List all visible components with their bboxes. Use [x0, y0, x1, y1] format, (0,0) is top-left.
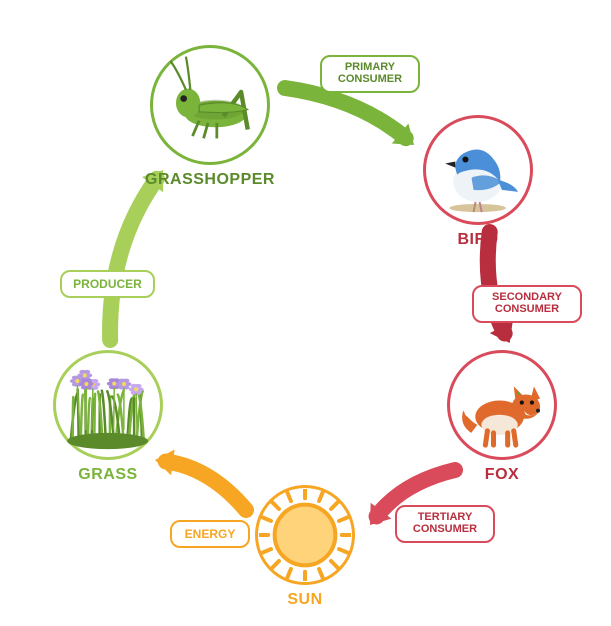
node-label-fox: FOX: [422, 466, 582, 484]
grasshopper-icon: [155, 50, 265, 160]
node-sun: [255, 485, 355, 585]
node-label-bird: BIRD: [398, 231, 558, 249]
node-grass: [53, 350, 163, 460]
role-producer: PRODUCER: [60, 270, 155, 298]
role-energy: ENERGY: [170, 520, 250, 548]
node-grasshopper: [150, 45, 270, 165]
fox-icon: [451, 354, 552, 455]
node-label-grasshopper: GRASSHOPPER: [130, 171, 290, 189]
grass-icon: [57, 354, 158, 455]
bird-icon: [427, 119, 528, 220]
role-secondary: SECONDARYCONSUMER: [472, 285, 582, 323]
role-primary: PRIMARYCONSUMER: [320, 55, 420, 93]
sun-icon: [259, 489, 351, 581]
node-label-grass: GRASS: [28, 466, 188, 484]
node-label-sun: SUN: [225, 591, 385, 609]
role-tertiary: TERTIARYCONSUMER: [395, 505, 495, 543]
node-bird: [423, 115, 533, 225]
node-fox: [447, 350, 557, 460]
